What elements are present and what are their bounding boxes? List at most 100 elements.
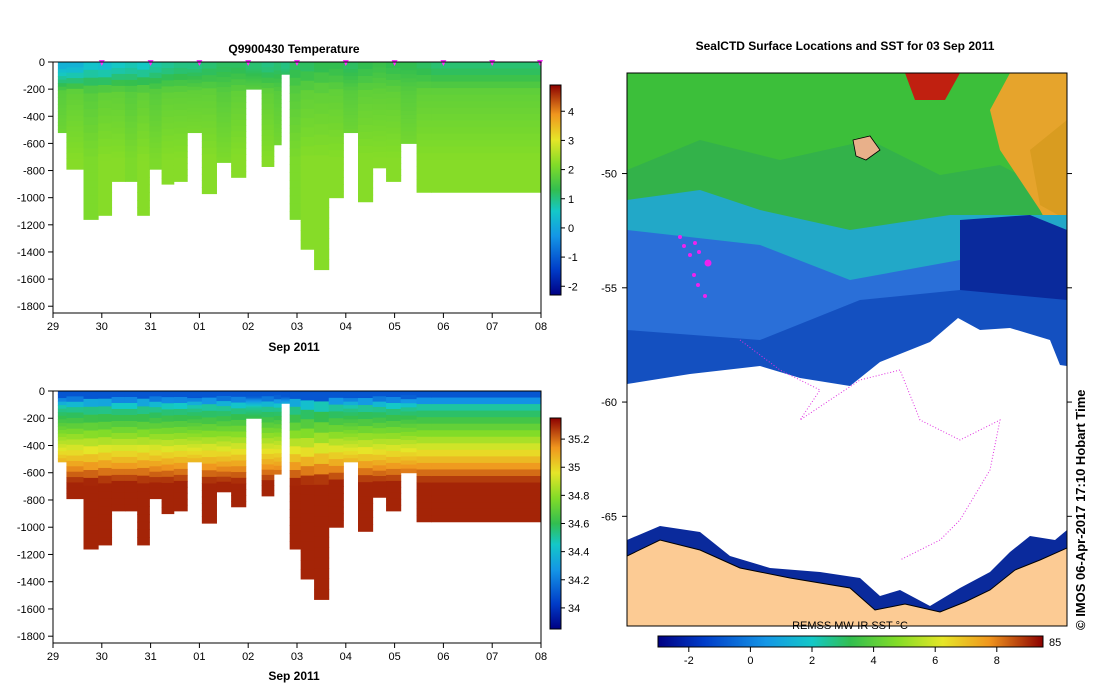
section-cell bbox=[111, 414, 126, 422]
colorbar-tick-label: 34.6 bbox=[568, 519, 589, 531]
section-cell bbox=[372, 146, 387, 153]
section-cell bbox=[289, 172, 302, 181]
section-cell bbox=[314, 516, 330, 527]
section-cell bbox=[386, 85, 402, 93]
section-cell bbox=[358, 96, 374, 105]
section-cell bbox=[57, 104, 67, 109]
section-cell bbox=[281, 396, 291, 398]
section-cell bbox=[314, 547, 330, 559]
section-cell bbox=[386, 145, 402, 153]
section-cell bbox=[358, 461, 374, 469]
section-cell bbox=[57, 114, 67, 119]
section-cell bbox=[400, 423, 418, 429]
section-cell bbox=[386, 67, 402, 75]
section-cell bbox=[343, 86, 359, 91]
section-cell bbox=[83, 501, 99, 511]
section-cell bbox=[231, 443, 247, 450]
section-cell bbox=[245, 399, 263, 402]
section-cell bbox=[216, 117, 232, 123]
section-cell bbox=[358, 405, 374, 413]
section-cell bbox=[273, 82, 282, 88]
section-cell bbox=[416, 153, 432, 161]
section-cell bbox=[358, 145, 374, 154]
section-cell bbox=[137, 398, 150, 407]
section-cell bbox=[216, 137, 232, 143]
section-cell bbox=[343, 79, 359, 84]
seal-surface-locations bbox=[678, 235, 712, 298]
section-cell bbox=[400, 391, 418, 396]
section-cell bbox=[372, 454, 387, 461]
y-tick-label: 0 bbox=[39, 57, 45, 69]
section-cell bbox=[281, 70, 291, 72]
section-cell bbox=[173, 91, 188, 99]
section-cell bbox=[416, 114, 432, 122]
section-cell bbox=[111, 62, 126, 69]
salinity-colorbar bbox=[549, 417, 562, 630]
section-cell bbox=[187, 90, 203, 95]
section-cell bbox=[400, 468, 418, 474]
section-cell bbox=[358, 454, 374, 462]
section-cell bbox=[300, 409, 315, 420]
section-cell bbox=[300, 428, 315, 439]
section-cell bbox=[386, 438, 402, 446]
section-cell bbox=[83, 470, 99, 479]
section-cell bbox=[149, 487, 163, 494]
section-cell bbox=[231, 437, 247, 444]
section-cell bbox=[111, 468, 126, 476]
section-cell bbox=[83, 172, 99, 181]
section-cell bbox=[372, 444, 387, 450]
section-cell bbox=[431, 410, 542, 418]
section-cell bbox=[372, 72, 387, 79]
section-cell bbox=[57, 65, 67, 70]
section-cell bbox=[386, 73, 402, 81]
section-cell bbox=[57, 405, 67, 410]
section-cell bbox=[273, 103, 282, 109]
section-cell bbox=[300, 475, 315, 486]
section-cell bbox=[314, 411, 330, 423]
section-cell bbox=[231, 500, 247, 508]
section-cell bbox=[281, 62, 291, 64]
section-cell bbox=[216, 157, 232, 163]
section-cell bbox=[416, 133, 432, 141]
x-tick-label: 06 bbox=[437, 651, 449, 663]
section-cell bbox=[201, 187, 217, 195]
section-cell bbox=[300, 118, 315, 129]
section-cell bbox=[149, 466, 163, 473]
section-cell bbox=[124, 67, 138, 75]
section-cell bbox=[57, 111, 67, 116]
section-cell bbox=[149, 72, 163, 79]
section-cell bbox=[314, 536, 330, 548]
section-cell bbox=[161, 68, 175, 75]
section-cell bbox=[137, 207, 150, 216]
section-cell bbox=[173, 420, 188, 428]
section-cell bbox=[161, 440, 175, 447]
section-cell bbox=[216, 127, 232, 133]
section-cell bbox=[137, 153, 150, 163]
section-cell bbox=[124, 73, 138, 81]
section-cell bbox=[328, 95, 344, 104]
section-cell bbox=[98, 475, 113, 484]
section-cell bbox=[66, 67, 84, 74]
section-cell bbox=[431, 423, 542, 431]
section-cell bbox=[386, 420, 402, 428]
section-cell bbox=[201, 101, 217, 109]
section-cell bbox=[343, 405, 359, 410]
section-cell bbox=[273, 461, 282, 467]
section-cell bbox=[328, 452, 344, 460]
section-cell bbox=[400, 411, 418, 417]
x-tick-label: 31 bbox=[144, 321, 156, 333]
map-frame bbox=[626, 72, 1068, 627]
section-cell bbox=[124, 97, 138, 105]
section-cell bbox=[149, 417, 163, 424]
section-cell bbox=[328, 82, 344, 90]
section-cell bbox=[161, 98, 175, 106]
section-cell bbox=[372, 428, 387, 434]
section-cell bbox=[289, 77, 302, 87]
section-cell bbox=[124, 391, 138, 398]
section-cell bbox=[386, 480, 402, 488]
section-cell bbox=[161, 123, 175, 130]
section-cell bbox=[314, 259, 330, 271]
section-cell bbox=[343, 440, 359, 445]
section-cell bbox=[328, 184, 344, 192]
section-cell bbox=[231, 136, 247, 144]
